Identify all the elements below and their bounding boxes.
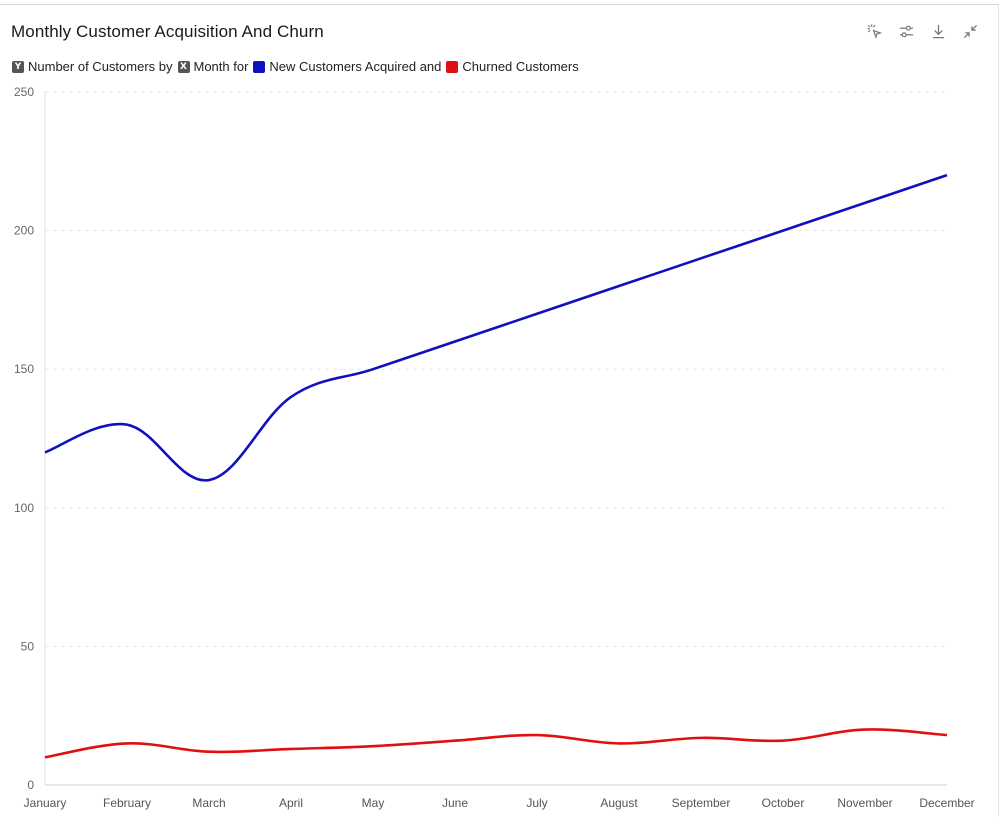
x-tick-label: June [442,796,468,810]
chart-title: Monthly Customer Acquisition And Churn [11,22,324,41]
data-point[interactable] [698,735,704,741]
data-point[interactable] [124,422,130,428]
legend-series-new-label: New Customers Acquired and [269,59,442,74]
sliders-icon[interactable] [897,22,916,41]
data-point[interactable] [944,172,950,178]
y-tick-label: 200 [14,224,34,238]
data-point[interactable] [452,738,458,744]
legend-series-new[interactable]: New Customers Acquired and [253,59,441,74]
x-tick-label: March [192,796,225,810]
legend-y-axis: Y Number of Customers by [12,59,173,74]
chart-legend: Y Number of Customers by X Month for New… [12,59,584,74]
download-icon[interactable] [929,22,948,41]
legend-y-text: Number of Customers by [28,59,173,74]
legend-x-text: Month for [193,59,249,74]
x-tick-label: November [837,796,892,810]
data-point[interactable] [452,338,458,344]
data-point[interactable] [616,283,622,289]
x-tick-label: April [279,796,303,810]
data-point[interactable] [534,732,540,738]
legend-swatch-new [253,60,266,73]
collapse-icon[interactable] [961,22,980,41]
data-point[interactable] [862,200,868,206]
legend-x-axis: X Month for [177,59,249,74]
x-badge: X [177,60,190,73]
x-tick-label: October [762,796,805,810]
data-point[interactable] [780,738,786,744]
data-point[interactable] [42,449,48,455]
data-point[interactable] [370,743,376,749]
x-tick-label: January [24,796,67,810]
x-tick-label: February [103,796,151,810]
y-tick-label: 100 [14,501,34,515]
data-point[interactable] [780,228,786,234]
x-tick-label: August [600,796,638,810]
data-point[interactable] [534,311,540,317]
legend-series-churned-label: Churned Customers [462,59,579,74]
data-point[interactable] [206,477,212,483]
y-tick-label: 150 [14,362,34,376]
data-point[interactable] [370,366,376,372]
data-point[interactable] [206,749,212,755]
data-point[interactable] [698,255,704,261]
x-tick-label: May [362,796,385,810]
legend-series-churned[interactable]: Churned Customers [446,59,579,74]
series-line-churned-customers[interactable] [44,728,948,759]
data-point[interactable] [124,740,130,746]
data-point[interactable] [42,754,48,760]
y-badge: Y [12,60,24,73]
chart-card: Monthly Customer Acquisition And Churn [0,4,999,817]
select-cursor-icon[interactable] [865,22,884,41]
x-tick-label: September [672,796,731,810]
data-point[interactable] [862,727,868,733]
legend-swatch-churned [446,60,459,73]
data-point[interactable] [288,394,294,400]
data-point[interactable] [944,732,950,738]
y-tick-label: 50 [21,639,35,653]
y-tick-label: 250 [14,85,34,99]
data-point[interactable] [616,740,622,746]
series-line-new-customers[interactable] [44,173,948,482]
x-tick-label: July [526,796,547,810]
chart-toolbar [865,22,980,41]
data-point[interactable] [288,746,294,752]
y-tick-label: 0 [27,778,34,792]
x-tick-label: December [919,796,974,810]
